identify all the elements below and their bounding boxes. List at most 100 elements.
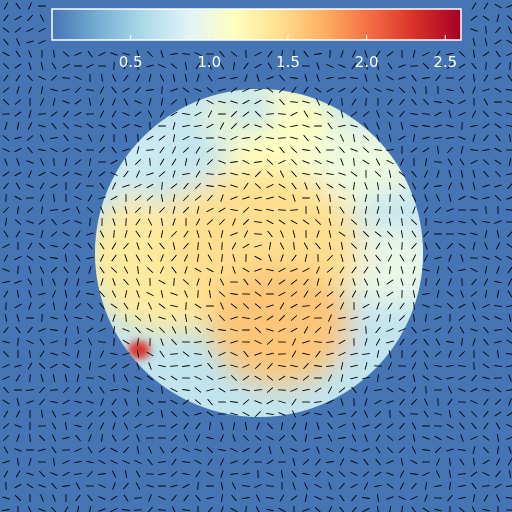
orientation-segment (26, 135, 34, 141)
orientation-segment (375, 50, 381, 58)
orientation-segment (110, 52, 118, 56)
orientation-segment (110, 172, 118, 176)
orientation-segment (27, 146, 33, 154)
orientation-segment (314, 341, 322, 343)
orientation-segment (206, 496, 214, 500)
orientation-segment (111, 267, 117, 273)
orientation-segment (52, 302, 56, 310)
orientation-segment (136, 290, 140, 298)
orientation-segment (362, 376, 370, 380)
orientation-segment (494, 184, 502, 188)
orientation-segment (364, 434, 368, 442)
orientation-segment (86, 411, 94, 417)
orientation-segment (233, 62, 235, 70)
orientation-segment (411, 230, 417, 238)
orientation-segment (292, 482, 296, 490)
orientation-segment (494, 111, 502, 117)
orientation-segment (230, 389, 238, 391)
orientation-segment (435, 50, 441, 58)
orientation-segment (316, 278, 320, 286)
orientation-segment (26, 400, 34, 404)
orientation-segment (459, 158, 465, 166)
orientation-segment (375, 158, 381, 166)
orientation-segment (50, 389, 58, 391)
orientation-segment (434, 327, 442, 333)
orientation-segment (351, 62, 357, 70)
orientation-segment (254, 291, 262, 297)
orientation-segment (437, 146, 439, 154)
colorbar-gradient (51, 8, 462, 41)
orientation-segment (182, 112, 190, 116)
orientation-segment (446, 448, 454, 452)
orientation-segment (375, 266, 381, 274)
orientation-segment (328, 314, 332, 322)
orientation-segment (448, 254, 452, 262)
orientation-segment (363, 278, 369, 286)
orientation-segment (293, 242, 295, 250)
orientation-segment (244, 74, 248, 82)
orientation-segment (182, 472, 190, 476)
orientation-segment (387, 447, 393, 453)
orientation-segment (290, 101, 298, 103)
orientation-segment (302, 124, 310, 128)
orientation-segment (148, 362, 152, 370)
orientation-segment (374, 399, 382, 405)
orientation-segment (484, 266, 488, 274)
orientation-segment (231, 242, 237, 250)
orientation-segment (135, 254, 141, 262)
orientation-segment (123, 278, 129, 286)
orientation-segment (364, 206, 368, 214)
orientation-segment (340, 302, 344, 310)
orientation-segment (135, 207, 141, 213)
orientation-segment (506, 196, 512, 200)
orientation-segment (64, 290, 68, 298)
orientation-segment (387, 98, 393, 106)
orientation-segment (99, 242, 105, 250)
orientation-segment (266, 136, 274, 140)
orientation-segment (26, 207, 34, 213)
orientation-segment (362, 353, 370, 355)
orientation-segment (470, 400, 478, 404)
orientation-segment (86, 207, 94, 213)
orientation-segment (62, 171, 70, 177)
orientation-segment (473, 50, 475, 58)
orientation-segment (458, 220, 466, 224)
orientation-segment (434, 256, 442, 260)
orientation-segment (376, 206, 380, 214)
orientation-segment (63, 110, 69, 118)
orientation-segment (316, 446, 320, 454)
orientation-segment (194, 88, 202, 92)
orientation-segment (159, 207, 165, 213)
orientation-segment (376, 122, 380, 130)
orientation-segment (400, 266, 404, 274)
orientation-segment (243, 278, 249, 286)
orientation-segment (195, 170, 201, 178)
orientation-segment (422, 436, 430, 440)
orientation-segment (147, 51, 153, 57)
orientation-segment (400, 458, 404, 466)
orientation-segment (266, 76, 274, 80)
orientation-segment (40, 62, 44, 70)
orientation-segment (87, 50, 93, 58)
orientation-segment (148, 494, 152, 502)
orientation-segment (244, 422, 248, 430)
orientation-segment (52, 290, 56, 298)
orientation-segment (52, 494, 56, 502)
orientation-segment (482, 148, 490, 152)
orientation-segment (483, 338, 489, 346)
orientation-segment (340, 158, 344, 166)
orientation-segment (38, 484, 46, 488)
orientation-segment (124, 230, 128, 238)
orientation-segment (460, 254, 464, 262)
orientation-segment (386, 75, 394, 81)
orientation-segment (302, 160, 310, 164)
orientation-segment (387, 254, 393, 262)
orientation-segment (158, 461, 166, 463)
orientation-segment (496, 230, 500, 238)
orientation-segment (207, 350, 213, 358)
orientation-segment (64, 158, 68, 166)
orientation-segment (328, 242, 332, 250)
orientation-segment (400, 122, 404, 130)
orientation-segment (242, 364, 250, 368)
orientation-segment (2, 27, 10, 33)
